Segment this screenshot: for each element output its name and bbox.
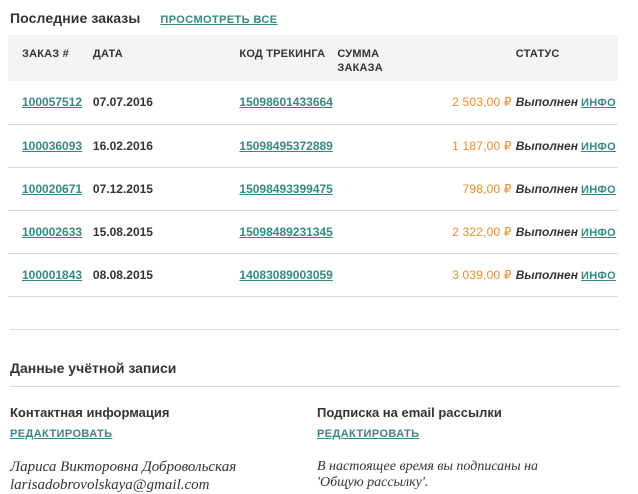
order-info-link[interactable]: ИНФО bbox=[580, 97, 616, 110]
order-info-link[interactable]: ИНФО bbox=[580, 140, 616, 153]
order-date: 16.02.2016 bbox=[92, 124, 240, 168]
order-number-link[interactable]: 100001843 bbox=[22, 267, 83, 282]
order-number-link[interactable]: 100057512 bbox=[22, 95, 83, 110]
table-row: 100002633 15.08.2015 15098489231345 2 32… bbox=[8, 210, 618, 254]
table-row: 100001843 08.08.2015 14083089003059 3 03… bbox=[8, 253, 618, 297]
section-divider bbox=[10, 385, 620, 387]
order-status: Выполнен bbox=[513, 253, 578, 297]
order-info-link[interactable]: ИНФО bbox=[580, 183, 616, 196]
order-number-link[interactable]: 100036093 bbox=[22, 138, 83, 153]
account-section-title: Данные учётной записи bbox=[10, 359, 177, 376]
edit-newsletter-link[interactable]: РЕДАКТИРОВАТЬ bbox=[317, 427, 420, 440]
order-amount: 2 503,00 ₽ bbox=[337, 81, 514, 125]
order-date: 15.08.2015 bbox=[92, 210, 240, 254]
order-number-link[interactable]: 100020671 bbox=[22, 181, 83, 196]
order-status: Выполнен bbox=[513, 167, 578, 211]
tracking-code-link[interactable]: 15098495372889 bbox=[239, 138, 333, 153]
contact-name: Лариса Викторовна Добровольская bbox=[10, 458, 237, 475]
newsletter-title: Подписка на email рассылки bbox=[317, 404, 502, 420]
order-number-link[interactable]: 100002633 bbox=[22, 224, 83, 239]
column-header-amount: СУММА ЗАКАЗА bbox=[337, 35, 514, 81]
order-amount: 2 322,00 ₽ bbox=[337, 210, 514, 254]
recent-orders-table: ЗАКАЗ # ДАТА КОД ТРЕКИНГА СУММА ЗАКАЗА С… bbox=[8, 35, 618, 297]
tracking-code-link[interactable]: 14083089003059 bbox=[239, 267, 333, 282]
table-row: 100020671 07.12.2015 15098493399475 798,… bbox=[8, 167, 618, 211]
order-date: 07.07.2016 bbox=[92, 81, 240, 125]
order-info-link[interactable]: ИНФО bbox=[580, 226, 616, 239]
tracking-code-link[interactable]: 15098493399475 bbox=[239, 181, 333, 196]
section-divider bbox=[10, 328, 620, 330]
order-date: 07.12.2015 bbox=[92, 167, 240, 211]
newsletter-block: Подписка на email рассылки РЕДАКТИРОВАТЬ… bbox=[317, 405, 624, 494]
column-header-order: ЗАКАЗ # bbox=[8, 35, 93, 81]
tracking-code-link[interactable]: 15098601433664 bbox=[239, 95, 333, 110]
order-status: Выполнен bbox=[513, 124, 578, 168]
table-header-row: ЗАКАЗ # ДАТА КОД ТРЕКИНГА СУММА ЗАКАЗА С… bbox=[8, 35, 618, 81]
contact-email: larisadobrovolskaya@gmail.com bbox=[10, 476, 210, 493]
order-date: 08.08.2015 bbox=[92, 253, 240, 297]
order-amount: 798,00 ₽ bbox=[337, 167, 514, 211]
view-all-orders-link[interactable]: ПРОСМОТРЕТЬ ВСЕ bbox=[160, 14, 278, 26]
column-header-tracking: КОД ТРЕКИНГА bbox=[239, 35, 338, 81]
column-header-date: ДАТА bbox=[92, 35, 240, 81]
order-info-link[interactable]: ИНФО bbox=[580, 269, 616, 282]
edit-contact-link[interactable]: РЕДАКТИРОВАТЬ bbox=[10, 427, 113, 440]
table-row: 100036093 16.02.2016 15098495372889 1 18… bbox=[8, 124, 618, 168]
column-header-info bbox=[577, 35, 618, 81]
order-amount: 3 039,00 ₽ bbox=[337, 253, 514, 297]
orders-section-header: Последние заказы ПРОСМОТРЕТЬ ВСЕ bbox=[10, 10, 624, 26]
newsletter-status-text: В настоящее время вы подписаны на 'Общую… bbox=[317, 458, 539, 491]
contact-info-title: Контактная информация bbox=[10, 404, 170, 420]
column-header-status: СТАТУС bbox=[513, 35, 578, 81]
tracking-code-link[interactable]: 15098489231345 bbox=[239, 224, 333, 239]
table-row: 100057512 07.07.2016 15098601433664 2 50… bbox=[8, 81, 618, 125]
contact-info-block: Контактная информация РЕДАКТИРОВАТЬ Лари… bbox=[10, 405, 317, 494]
order-amount: 1 187,00 ₽ bbox=[337, 124, 514, 168]
order-status: Выполнен bbox=[513, 81, 578, 125]
order-status: Выполнен bbox=[513, 210, 578, 254]
orders-section-title: Последние заказы bbox=[10, 10, 141, 26]
